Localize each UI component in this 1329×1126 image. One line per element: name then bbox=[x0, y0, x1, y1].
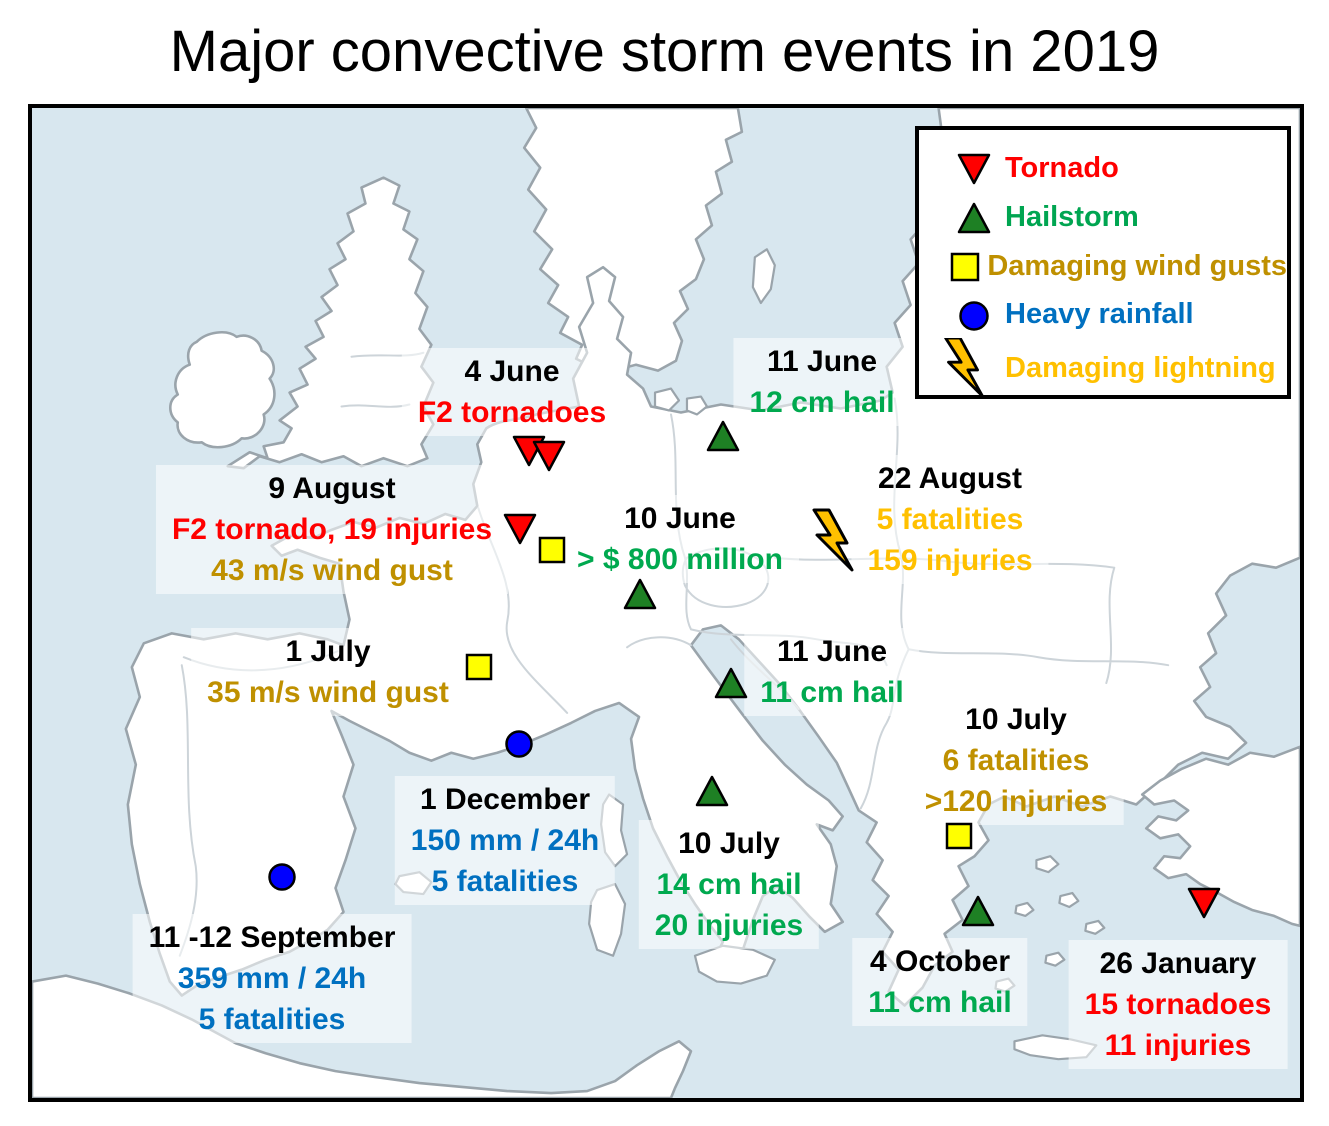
wind-gust-marker bbox=[945, 822, 973, 850]
legend-label: Damaging wind gusts bbox=[987, 250, 1287, 282]
event-date: 22 August bbox=[878, 462, 1022, 495]
event-date: 4 October bbox=[869, 945, 1011, 978]
lightning-marker bbox=[804, 508, 862, 574]
event-detail: 159 injuries bbox=[867, 544, 1033, 577]
lightning-icon bbox=[933, 338, 995, 398]
legend: Tornado Hailstorm Damaging wind gusts Da… bbox=[915, 126, 1291, 399]
hailstorm-marker bbox=[695, 775, 729, 807]
event-detail: 20 injuries bbox=[654, 909, 804, 942]
event-detail: 5 fatalities bbox=[198, 1003, 346, 1036]
event-detail: 11 injuries bbox=[1104, 1029, 1252, 1062]
event-label-11-june-south: 11 June 11 cm hail bbox=[744, 628, 920, 716]
event-detail: 12 cm hail bbox=[749, 386, 895, 419]
tornado-marker bbox=[532, 440, 566, 472]
event-label-4-october: 4 October 11 cm hail bbox=[852, 938, 1028, 1026]
legend-row-heavy-rainfall: Damaging lightning bbox=[943, 291, 1287, 384]
event-detail: 359 mm / 24h bbox=[177, 962, 367, 995]
event-label-22-august: 22 August 5 fatalities 159 injuries bbox=[851, 455, 1049, 584]
island-sicily bbox=[693, 944, 776, 985]
event-label-4-june: 4 June F2 tornadoes bbox=[401, 348, 623, 436]
event-label-10-june: 10 June > $ 800 million bbox=[561, 495, 799, 583]
landmass-scandinavia bbox=[522, 108, 744, 372]
event-label-9-august: 9 August F2 tornado, 19 injuries 43 m/s … bbox=[155, 465, 509, 594]
event-date: 1 December bbox=[419, 783, 591, 816]
event-detail: 14 cm hail bbox=[656, 868, 802, 901]
europe-map: 4 June F2 tornadoes 11 June 12 cm hail 9… bbox=[28, 104, 1304, 1102]
heavy-rainfall-marker bbox=[504, 729, 534, 759]
event-date: 10 July bbox=[965, 703, 1067, 736]
event-date: 11 June bbox=[776, 635, 888, 668]
hailstorm-marker bbox=[961, 895, 995, 927]
event-detail: F2 tornado, 19 injuries bbox=[171, 513, 493, 546]
event-detail: 43 m/s wind gust bbox=[211, 554, 453, 587]
aegean-islands bbox=[994, 855, 1106, 993]
legend-label: Damaging lightning bbox=[1005, 352, 1276, 384]
legend-label: Tornado bbox=[1005, 152, 1119, 184]
hailstorm-marker bbox=[706, 420, 740, 452]
legend-label: Heavy rainfall bbox=[1005, 298, 1194, 330]
event-label-11-june-north: 11 June 12 cm hail bbox=[733, 338, 911, 426]
wind-gust-marker bbox=[465, 653, 493, 681]
wind-gust-icon bbox=[943, 252, 987, 282]
hailstorm-marker bbox=[714, 667, 748, 699]
landmass-ireland bbox=[168, 331, 276, 449]
heavy-rainfall-marker bbox=[267, 862, 297, 892]
event-label-26-january: 26 January 15 tornadoes 11 injuries bbox=[1068, 940, 1288, 1069]
event-detail: 35 m/s wind gust bbox=[207, 676, 449, 709]
island-funen bbox=[685, 395, 709, 416]
event-detail: 5 fatalities bbox=[431, 865, 579, 898]
event-detail: F2 tornadoes bbox=[417, 396, 607, 429]
page-title: Major convective storm events in 2019 bbox=[169, 19, 1160, 84]
event-label-11-12-september: 11 -12 September 359 mm / 24h 5 fataliti… bbox=[132, 914, 412, 1043]
event-date: 10 July bbox=[678, 827, 780, 860]
event-detail: 11 cm hail bbox=[868, 986, 1012, 1019]
legend-row-wind-gusts: Damaging wind gusts bbox=[943, 242, 1287, 291]
heavy-rainfall-icon bbox=[943, 300, 1005, 332]
tornado-marker bbox=[503, 513, 537, 545]
event-detail: >120 injuries bbox=[924, 785, 1108, 818]
event-detail: 150 mm / 24h bbox=[410, 824, 600, 857]
legend-row-damaging-lightning: Heavy rainfall bbox=[943, 298, 1287, 398]
event-date: 11 -12 September bbox=[148, 921, 396, 954]
tornado-marker bbox=[1187, 887, 1221, 919]
event-detail: > $ 800 million bbox=[577, 543, 783, 576]
event-detail: 6 fatalities bbox=[942, 744, 1090, 777]
event-date: 9 August bbox=[268, 472, 396, 505]
event-detail: 15 tornadoes bbox=[1084, 988, 1272, 1021]
event-date: 1 July bbox=[285, 635, 371, 668]
wind-gust-marker bbox=[538, 536, 566, 564]
legend-row-hailstorm: Hailstorm bbox=[943, 193, 1287, 242]
event-date: 26 January bbox=[1099, 947, 1257, 980]
event-date: 4 June bbox=[464, 355, 560, 388]
event-detail: 5 fatalities bbox=[876, 503, 1024, 536]
island-zealand bbox=[653, 387, 681, 412]
tornado-icon bbox=[943, 153, 1005, 185]
hailstorm-icon bbox=[943, 202, 1005, 234]
island-gotland bbox=[751, 248, 776, 305]
landmass-turkey bbox=[1140, 745, 1300, 928]
event-label-10-july-southeast: 10 July 6 fatalities >120 injuries bbox=[908, 696, 1124, 825]
event-detail: 11 cm hail bbox=[760, 676, 904, 709]
legend-row-tornado: Tornado bbox=[943, 144, 1287, 193]
event-label-1-december: 1 December 150 mm / 24h 5 fatalities bbox=[394, 776, 616, 905]
hailstorm-marker bbox=[623, 578, 657, 610]
event-date: 10 June bbox=[624, 502, 736, 535]
legend-label: Hailstorm bbox=[1005, 201, 1139, 233]
event-date: 11 June bbox=[766, 345, 878, 378]
event-label-10-july-italy: 10 July 14 cm hail 20 injuries bbox=[638, 820, 820, 949]
event-label-1-july: 1 July 35 m/s wind gust bbox=[191, 628, 465, 716]
landmass-great-britain bbox=[226, 176, 435, 470]
